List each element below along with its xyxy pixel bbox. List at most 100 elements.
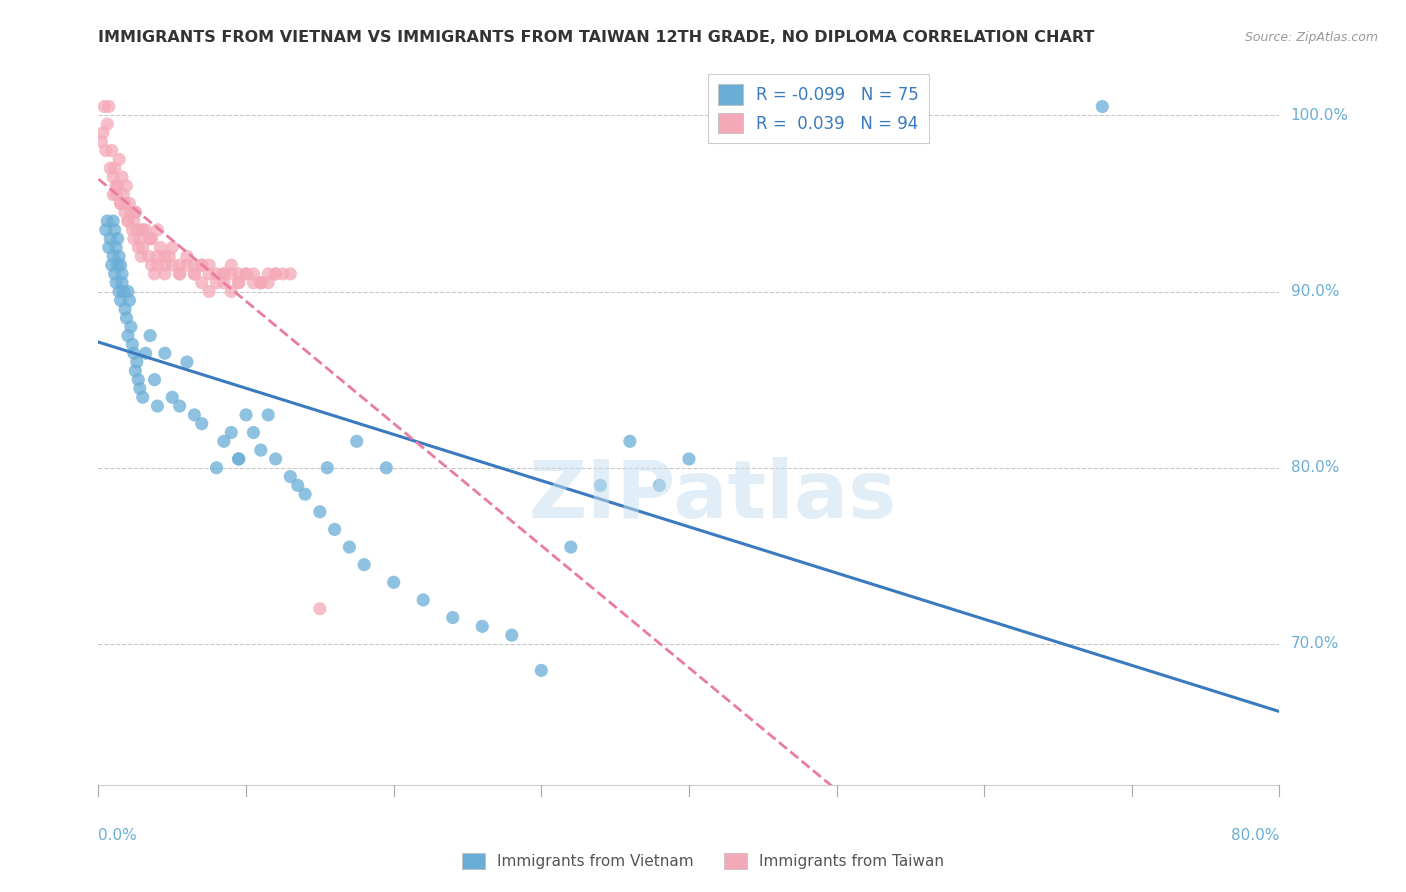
Point (375, 460, 398, 475)
Point (103, 249, 125, 263)
Point (108, 249, 131, 263)
Point (157, 249, 180, 263)
Point (104, 161, 127, 176)
Point (153, 249, 176, 263)
Point (111, 267, 134, 281)
Point (242, 276, 264, 290)
Point (105, 240, 128, 254)
Point (353, 558, 375, 572)
Point (103, 214, 125, 228)
Text: 100.0%: 100.0% (1291, 108, 1348, 123)
Point (139, 328, 162, 343)
Point (346, 434, 368, 449)
Point (169, 267, 191, 281)
Point (139, 232, 162, 246)
Point (198, 267, 221, 281)
Point (100, 258, 122, 272)
Point (117, 285, 139, 299)
Point (560, 540, 582, 554)
Point (264, 452, 287, 467)
Point (94, 223, 117, 237)
Point (118, 196, 141, 211)
Point (122, 346, 145, 360)
Point (132, 390, 155, 404)
Point (228, 452, 250, 467)
Point (198, 258, 221, 272)
Point (316, 460, 339, 475)
Point (169, 267, 191, 281)
Point (228, 276, 250, 290)
Point (589, 478, 612, 492)
Point (110, 258, 132, 272)
Point (143, 373, 166, 387)
Point (294, 487, 316, 501)
Point (146, 223, 169, 237)
Point (105, 178, 128, 193)
Point (235, 267, 257, 281)
Point (110, 196, 132, 211)
Point (228, 267, 250, 281)
Point (104, 267, 127, 281)
Point (108, 285, 131, 299)
Point (162, 390, 183, 404)
Point (105, 276, 128, 290)
Point (97, 240, 120, 254)
Point (176, 355, 198, 369)
Point (117, 214, 139, 228)
Point (107, 232, 129, 246)
Point (117, 214, 139, 228)
Point (309, 601, 332, 615)
Point (205, 460, 228, 475)
Point (100, 144, 122, 158)
Point (183, 267, 205, 281)
Point (287, 478, 309, 492)
Point (129, 249, 152, 263)
Point (93, 99, 115, 113)
Point (135, 223, 157, 237)
Point (530, 664, 553, 678)
Point (257, 276, 280, 290)
Point (107, 178, 129, 193)
Text: 70.0%: 70.0% (1291, 637, 1339, 651)
Text: 0.0%: 0.0% (98, 829, 138, 843)
Point (135, 346, 157, 360)
Point (183, 408, 205, 422)
Point (103, 187, 125, 202)
Point (127, 240, 149, 254)
Point (250, 276, 273, 290)
Point (110, 293, 132, 308)
Point (257, 408, 280, 422)
Point (112, 285, 135, 299)
Point (124, 205, 146, 219)
Point (120, 205, 142, 219)
Text: 90.0%: 90.0% (1291, 284, 1339, 299)
Point (108, 153, 131, 167)
Point (250, 443, 273, 458)
Point (122, 232, 145, 246)
Point (619, 434, 641, 449)
Point (124, 205, 146, 219)
Point (141, 258, 163, 272)
Point (98, 232, 121, 246)
Text: ZIPatlas: ZIPatlas (529, 457, 897, 535)
Point (280, 469, 302, 483)
Point (97, 99, 120, 113)
Point (104, 223, 127, 237)
Point (309, 505, 332, 519)
Legend: R = -0.099   N = 75, R =  0.039   N = 94: R = -0.099 N = 75, R = 0.039 N = 94 (707, 74, 928, 144)
Point (250, 276, 273, 290)
Point (118, 293, 141, 308)
Point (212, 267, 235, 281)
Point (339, 540, 361, 554)
Point (139, 232, 162, 246)
Point (257, 267, 280, 281)
Point (115, 178, 138, 193)
Point (441, 610, 464, 624)
Point (91, 126, 114, 140)
Point (120, 319, 142, 334)
Point (471, 619, 494, 633)
Point (103, 169, 125, 184)
Point (271, 267, 294, 281)
Point (114, 302, 136, 317)
Point (176, 249, 198, 263)
